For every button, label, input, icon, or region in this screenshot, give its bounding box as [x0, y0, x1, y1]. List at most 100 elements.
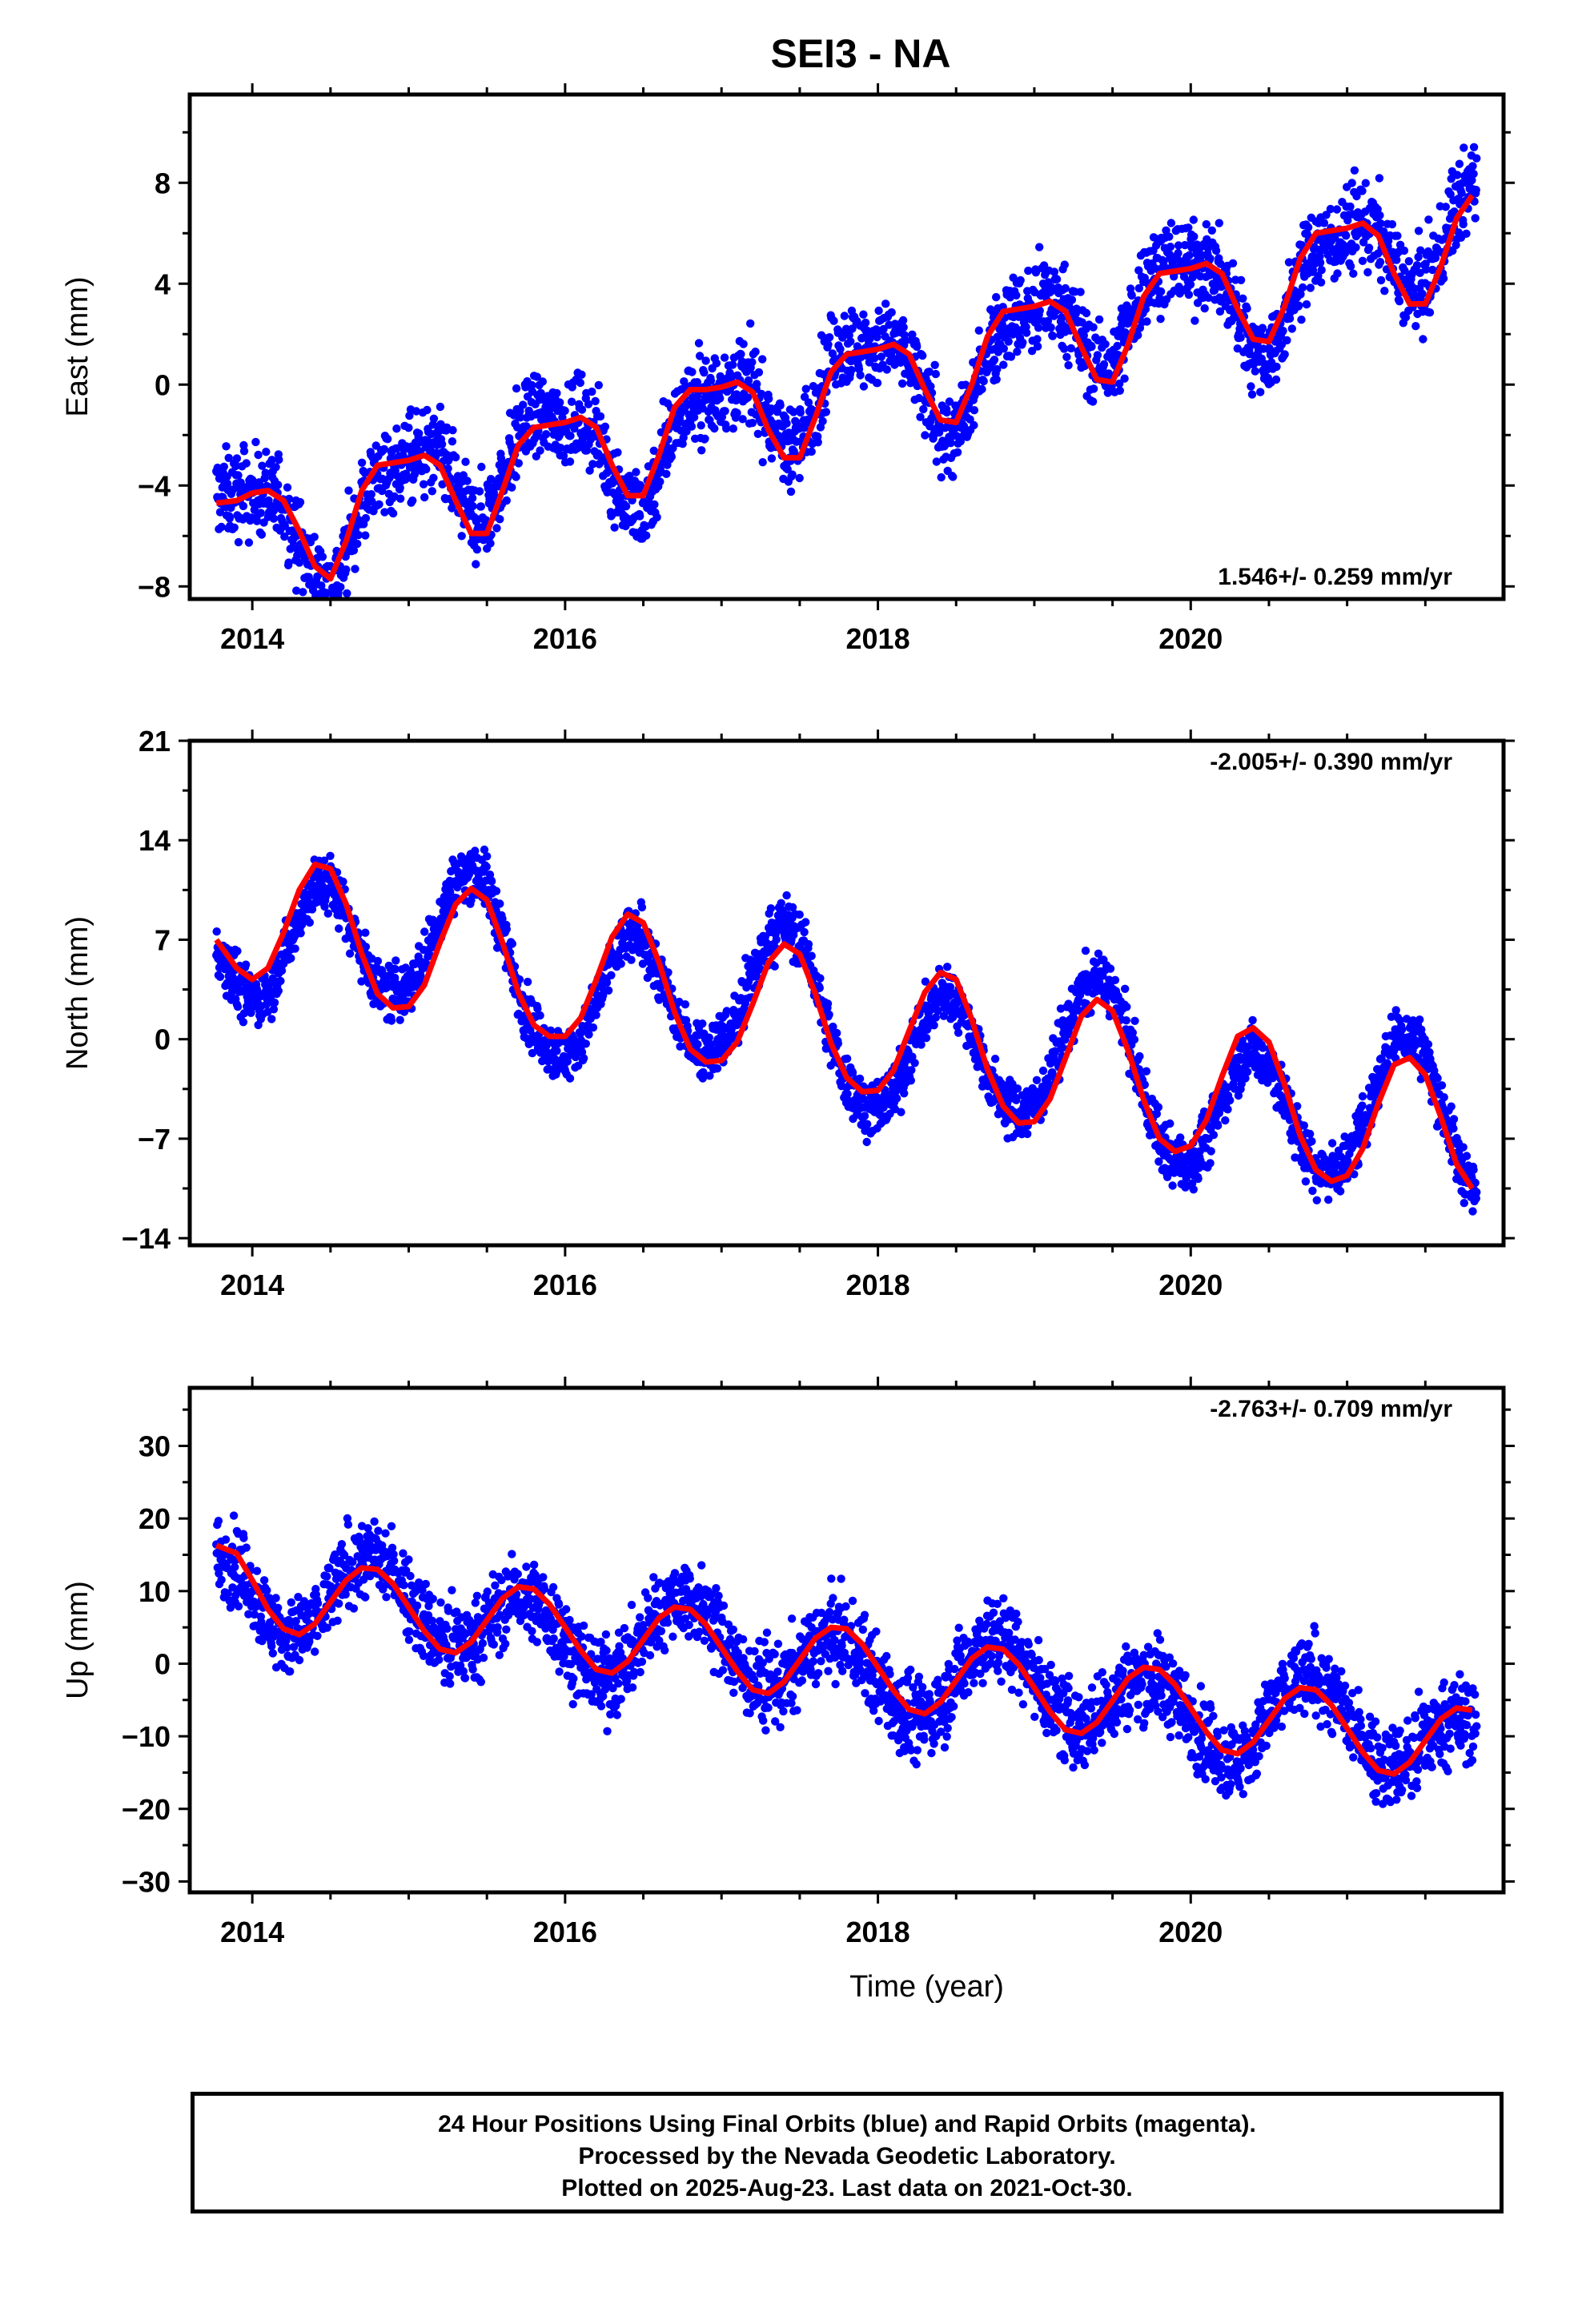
data-point	[1340, 248, 1350, 258]
data-point	[846, 337, 855, 346]
data-point	[558, 413, 567, 422]
data-point	[305, 918, 314, 927]
data-point	[234, 471, 243, 480]
data-point	[1184, 223, 1193, 232]
data-point	[953, 448, 962, 456]
data-point	[1081, 947, 1090, 955]
data-point	[925, 368, 934, 376]
data-point	[1127, 291, 1136, 300]
data-point	[1234, 1091, 1243, 1100]
data-point	[419, 480, 428, 489]
data-point	[361, 531, 370, 540]
data-point	[256, 992, 265, 1001]
data-point	[879, 324, 888, 334]
data-point	[1316, 278, 1326, 287]
data-point	[536, 446, 544, 455]
data-point	[468, 501, 477, 511]
data-point	[900, 1089, 909, 1098]
data-point	[1135, 1051, 1144, 1061]
model-curve	[215, 194, 1475, 582]
data-point	[959, 422, 969, 431]
data-point	[1013, 1084, 1022, 1093]
data-point	[267, 1015, 276, 1023]
x-tick-label: 2014	[220, 622, 284, 655]
data-point	[1052, 275, 1062, 283]
data-point	[565, 457, 575, 466]
data-point	[1033, 342, 1042, 351]
data-point	[516, 413, 525, 422]
data-point	[1057, 313, 1066, 322]
point-group	[212, 143, 1481, 599]
data-point	[271, 463, 280, 472]
data-point	[1295, 301, 1303, 310]
data-point	[758, 355, 767, 364]
data-point	[1221, 1116, 1230, 1125]
data-point	[1244, 1042, 1253, 1051]
data-point	[1247, 390, 1257, 399]
data-point	[767, 454, 777, 463]
data-point	[379, 444, 389, 454]
data-point	[254, 450, 263, 460]
data-point	[863, 1120, 872, 1128]
data-point	[1447, 175, 1456, 183]
data-point	[1350, 166, 1359, 175]
data-point	[720, 353, 729, 362]
data-point	[405, 411, 414, 420]
data-point	[705, 1033, 713, 1042]
data-point	[956, 437, 966, 446]
data-point	[729, 424, 737, 433]
data-point	[1284, 258, 1294, 267]
data-point	[1233, 344, 1243, 353]
data-point	[1468, 162, 1477, 171]
data-point	[974, 326, 984, 335]
data-point	[754, 368, 764, 377]
data-point	[1441, 203, 1451, 211]
data-point	[699, 1068, 708, 1077]
data-point	[222, 442, 231, 451]
data-point	[949, 472, 958, 481]
data-point	[856, 371, 865, 380]
data-point	[591, 396, 600, 406]
data-point	[701, 356, 710, 365]
data-point	[1206, 1159, 1215, 1168]
data-point	[1392, 255, 1401, 264]
data-point	[621, 502, 631, 511]
data-point	[487, 877, 496, 886]
data-point	[492, 887, 501, 895]
data-point	[632, 468, 640, 476]
data-point	[1243, 304, 1251, 313]
data-point	[1134, 266, 1143, 275]
data-point	[596, 412, 605, 421]
data-point	[448, 426, 457, 435]
data-point	[528, 380, 536, 390]
data-point	[1401, 313, 1411, 322]
data-point	[1375, 174, 1384, 183]
data-point	[1469, 169, 1478, 179]
data-point	[789, 408, 798, 416]
data-point	[770, 962, 779, 971]
data-point	[412, 407, 421, 416]
data-point	[514, 1009, 523, 1019]
data-point	[913, 342, 921, 352]
data-point	[1094, 315, 1104, 324]
data-point	[1404, 257, 1414, 266]
data-point	[250, 505, 259, 514]
data-point	[1121, 984, 1130, 994]
data-point	[492, 943, 502, 952]
page-title: SEI3 - NA	[770, 31, 951, 76]
data-point	[698, 1074, 707, 1083]
data-point	[351, 565, 359, 573]
data-point	[782, 891, 791, 900]
data-point	[1457, 188, 1466, 198]
data-point	[758, 458, 767, 467]
data-point	[1230, 1084, 1239, 1093]
data-point	[1162, 226, 1170, 235]
y-tick-label: −8	[138, 570, 171, 603]
data-point	[777, 899, 785, 908]
data-point	[274, 480, 283, 489]
data-point	[1035, 306, 1044, 316]
data-point	[1013, 348, 1022, 356]
data-point	[1319, 219, 1329, 227]
data-point	[262, 448, 271, 456]
data-point	[318, 553, 327, 561]
